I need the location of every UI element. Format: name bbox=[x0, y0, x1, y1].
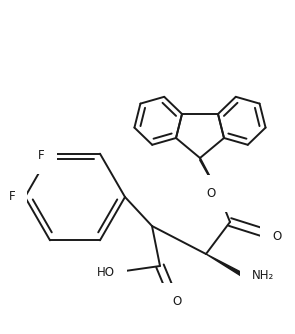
Text: NH₂: NH₂ bbox=[252, 269, 274, 282]
Text: O: O bbox=[207, 187, 216, 200]
Text: O: O bbox=[272, 230, 281, 243]
Text: F: F bbox=[38, 149, 45, 162]
Text: HO: HO bbox=[97, 266, 115, 279]
Text: F: F bbox=[8, 190, 15, 203]
Text: O: O bbox=[172, 295, 182, 308]
Polygon shape bbox=[206, 254, 249, 280]
